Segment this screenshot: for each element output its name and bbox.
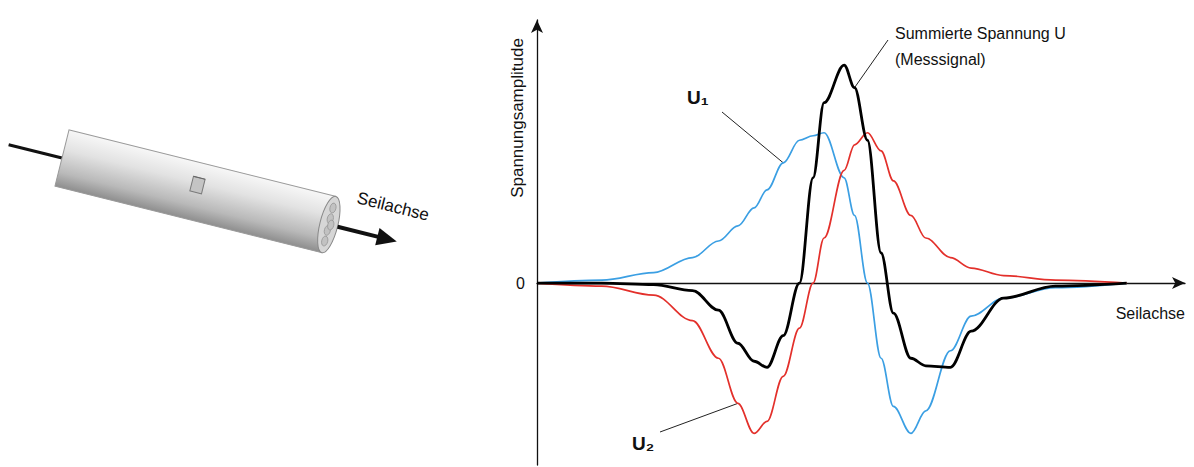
- svg-text:Spannungsamplitude: Spannungsamplitude: [508, 38, 527, 198]
- svg-text:(Messsignal): (Messsignal): [895, 51, 986, 68]
- svg-text:U₁: U₁: [687, 87, 709, 108]
- svg-text:Seilachse: Seilachse: [355, 188, 431, 224]
- svg-text:Seilachse: Seilachse: [1116, 305, 1185, 322]
- svg-text:U₂: U₂: [632, 433, 654, 454]
- svg-text:0: 0: [516, 275, 525, 292]
- svg-text:Summierte Spannung U: Summierte Spannung U: [895, 25, 1066, 42]
